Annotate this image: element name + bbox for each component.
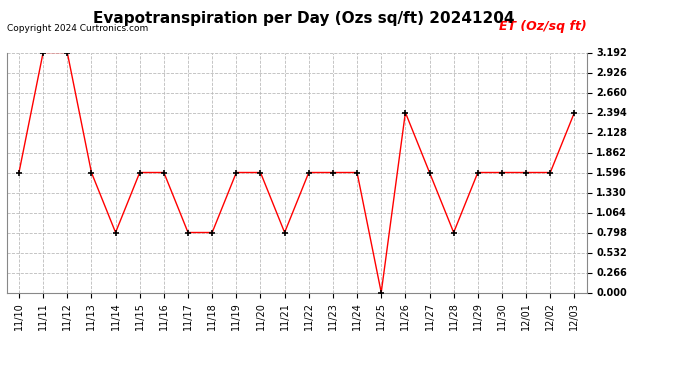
Text: Evapotranspiration per Day (Ozs sq/ft) 20241204: Evapotranspiration per Day (Ozs sq/ft) 2… [93, 11, 514, 26]
Text: Copyright 2024 Curtronics.com: Copyright 2024 Curtronics.com [7, 24, 148, 33]
Text: ET (Oz/sq ft): ET (Oz/sq ft) [499, 20, 586, 33]
